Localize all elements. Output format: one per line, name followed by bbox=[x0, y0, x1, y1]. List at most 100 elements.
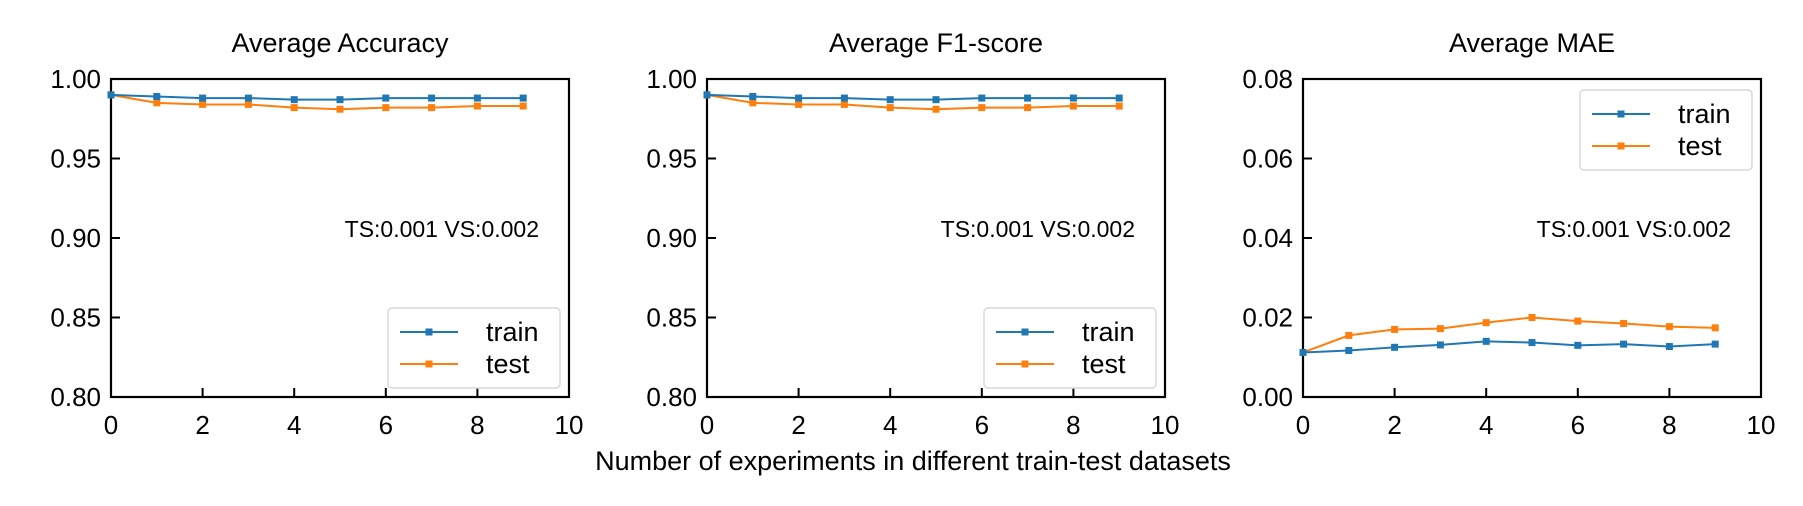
x-tick-label: 2 bbox=[195, 410, 209, 440]
data-point-train bbox=[1436, 341, 1444, 349]
data-point-train bbox=[244, 94, 252, 102]
y-tick-label: 0.90 bbox=[646, 223, 697, 253]
data-point-train bbox=[1391, 343, 1399, 351]
data-point-train bbox=[382, 94, 390, 102]
x-tick-label: 4 bbox=[287, 410, 301, 440]
x-tick-label: 0 bbox=[700, 410, 714, 440]
series-line-train bbox=[706, 93, 1120, 101]
legend-marker-train bbox=[1021, 328, 1029, 336]
y-tick-label: 0.08 bbox=[1242, 64, 1293, 94]
y-tick-label: 0.85 bbox=[646, 303, 697, 333]
data-point-test bbox=[1345, 331, 1353, 339]
y-tick-label: 0.02 bbox=[1242, 303, 1293, 333]
series-test bbox=[1299, 314, 1719, 356]
series-line-test bbox=[110, 93, 524, 111]
y-tick-label: 0.90 bbox=[50, 223, 101, 253]
x-tick-label: 0 bbox=[1296, 410, 1310, 440]
chart-panel-3: Average MAE 0.00 0.02 0.04 0.06 0.08 0 2 4 6 8 10 TS… bbox=[1242, 28, 1775, 440]
x-tick-label: 8 bbox=[470, 410, 484, 440]
legend-label-test: test bbox=[1082, 349, 1126, 379]
x-tick-label: 6 bbox=[379, 410, 393, 440]
x-tick-label: 10 bbox=[1747, 410, 1776, 440]
data-point-train bbox=[840, 94, 848, 102]
chart-title: Average MAE bbox=[1449, 28, 1615, 58]
x-tick-label: 2 bbox=[1387, 410, 1401, 440]
chart-panel-1: Average Accuracy 0.80 0.85 0.90 0.95 1.00 0 2 4 6… bbox=[50, 28, 583, 440]
data-point-test bbox=[153, 99, 161, 107]
x-tick-label: 10 bbox=[555, 410, 584, 440]
series-line-train bbox=[1302, 340, 1716, 354]
data-point-train bbox=[886, 96, 894, 104]
x-tick-label: 10 bbox=[1151, 410, 1180, 440]
data-point-test bbox=[199, 100, 207, 108]
series-line-test bbox=[706, 93, 1120, 111]
chart-title: Average F1-score bbox=[829, 28, 1043, 58]
data-point-train bbox=[1024, 94, 1032, 102]
data-point-test bbox=[336, 105, 344, 113]
data-point-test bbox=[886, 104, 894, 112]
parameter-annotation: TS:0.001 VS:0.002 bbox=[345, 216, 539, 242]
data-point-train bbox=[1711, 340, 1719, 348]
data-point-test bbox=[244, 100, 252, 108]
series-test bbox=[703, 91, 1123, 113]
legend-marker-test bbox=[425, 360, 433, 368]
data-point-test bbox=[1711, 324, 1719, 332]
legend-marker-test bbox=[1617, 142, 1625, 150]
parameter-annotation: TS:0.001 VS:0.002 bbox=[1537, 216, 1731, 242]
y-tick-label: 0.04 bbox=[1242, 223, 1293, 253]
chart-panel-2: Average F1-score 0.80 0.85 0.90 0.95 1.00 0 2 4 6… bbox=[646, 28, 1179, 440]
series-line-test bbox=[1302, 316, 1716, 354]
legend-box bbox=[1579, 89, 1753, 171]
data-point-train bbox=[336, 96, 344, 104]
data-point-test bbox=[1436, 325, 1444, 333]
data-point-train bbox=[1069, 94, 1077, 102]
legend-label-test: test bbox=[1678, 131, 1722, 161]
legend-label-train: train bbox=[486, 317, 539, 347]
x-tick-label: 4 bbox=[883, 410, 897, 440]
data-point-train bbox=[1620, 340, 1628, 348]
data-point-train bbox=[290, 96, 298, 104]
y-tick-label: 0.80 bbox=[646, 382, 697, 412]
x-tick-label: 0 bbox=[104, 410, 118, 440]
data-point-test bbox=[1574, 317, 1582, 325]
data-point-test bbox=[1115, 102, 1123, 110]
data-point-train bbox=[1482, 337, 1490, 345]
data-point-train bbox=[978, 94, 986, 102]
data-point-train bbox=[703, 91, 711, 99]
legend-marker-train bbox=[1617, 110, 1625, 118]
data-point-test bbox=[519, 102, 527, 110]
data-point-train bbox=[519, 94, 527, 102]
legend-box bbox=[387, 307, 561, 389]
data-point-train bbox=[1299, 348, 1307, 356]
data-point-test bbox=[1482, 319, 1490, 327]
data-point-train bbox=[199, 94, 207, 102]
data-point-test bbox=[840, 100, 848, 108]
y-tick-label: 0.95 bbox=[646, 144, 697, 174]
series-train bbox=[703, 91, 1123, 104]
data-point-train bbox=[1528, 339, 1536, 347]
chart-panels: Average Accuracy 0.80 0.85 0.90 0.95 1.00 0 2 4 6… bbox=[50, 28, 1775, 440]
data-point-test bbox=[428, 104, 436, 112]
data-point-test bbox=[382, 104, 390, 112]
x-tick-label: 2 bbox=[791, 410, 805, 440]
y-tick-label: 1.00 bbox=[646, 64, 697, 94]
y-tick-label: 0.85 bbox=[50, 303, 101, 333]
data-point-train bbox=[1574, 341, 1582, 349]
data-point-train bbox=[473, 94, 481, 102]
legend-marker-train bbox=[425, 328, 433, 336]
data-point-test bbox=[932, 105, 940, 113]
data-point-train bbox=[428, 94, 436, 102]
legend-box bbox=[983, 307, 1157, 389]
data-point-train bbox=[749, 92, 757, 100]
data-point-test bbox=[978, 104, 986, 112]
data-point-train bbox=[1665, 343, 1673, 351]
data-point-test bbox=[473, 102, 481, 110]
data-point-test bbox=[1528, 314, 1536, 321]
data-point-test bbox=[795, 100, 803, 108]
shared-x-axis-label: Number of experiments in different train… bbox=[595, 446, 1231, 476]
data-point-test bbox=[1069, 102, 1077, 110]
x-tick-label: 8 bbox=[1662, 410, 1676, 440]
series-test bbox=[107, 91, 527, 113]
